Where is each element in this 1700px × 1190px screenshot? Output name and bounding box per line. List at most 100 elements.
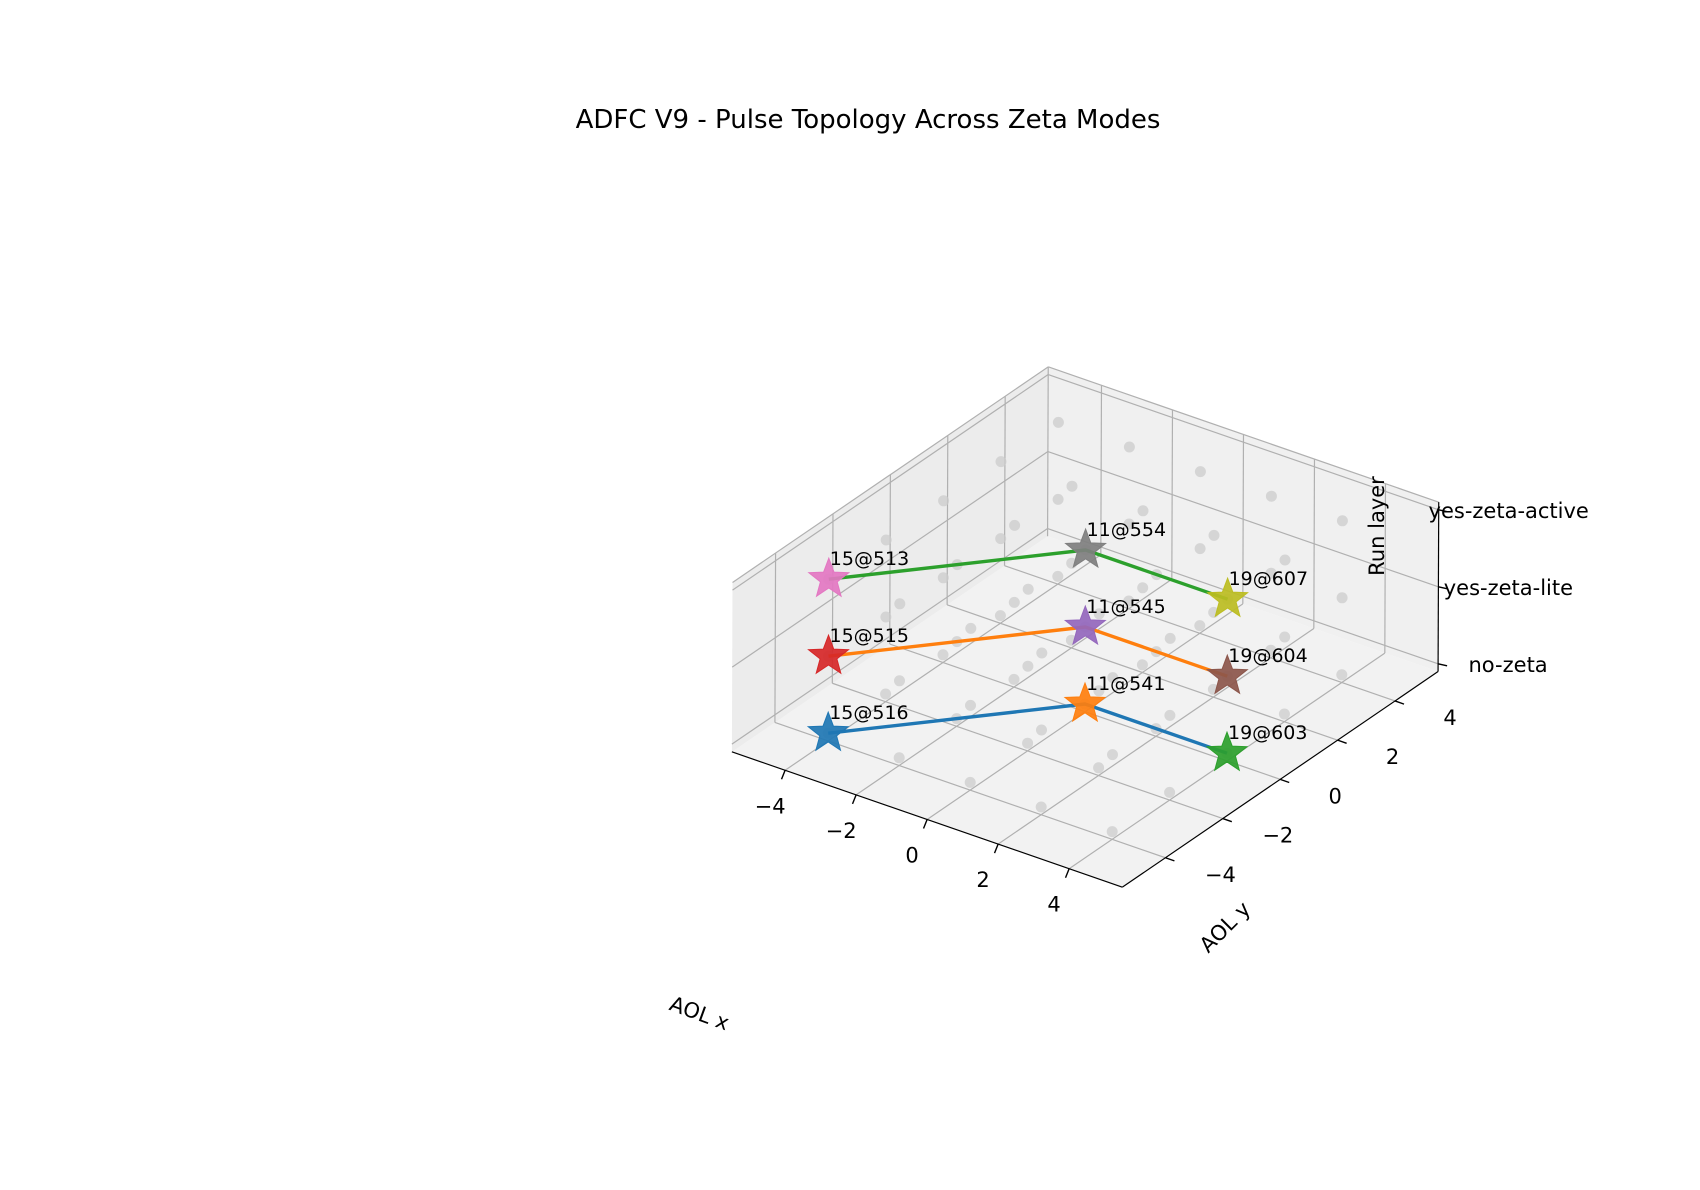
pane-edge (1048, 366, 1439, 503)
background-point (1123, 441, 1135, 453)
background-point (1022, 583, 1034, 595)
background-point (1336, 592, 1348, 604)
grid-line-back-z (1047, 450, 1439, 588)
background-point (1093, 608, 1105, 620)
z-tick (1438, 509, 1448, 513)
y-tick (1394, 700, 1405, 705)
point-label: 15@515 (830, 625, 909, 647)
point-label: 11@554 (1087, 519, 1166, 541)
star-marker (1063, 681, 1107, 723)
grid-line-floor-y (774, 721, 1166, 859)
star-marker (807, 556, 851, 598)
background-point (1265, 567, 1277, 579)
background-point (880, 688, 892, 700)
x-tick (1064, 868, 1070, 878)
background-point (1208, 529, 1220, 541)
z-tick (1438, 586, 1448, 590)
background-point (1336, 515, 1348, 527)
x-axis-label: AOL x (666, 992, 732, 1036)
z-axis-label: Run layer (1365, 476, 1389, 576)
background-point (1052, 416, 1064, 428)
y-tick (1337, 739, 1347, 744)
background-point (965, 622, 977, 634)
x-tick (780, 770, 786, 780)
background-point (1137, 505, 1149, 517)
background-point (994, 610, 1006, 622)
grid-line-left-z (731, 451, 1049, 668)
background-point (1036, 724, 1047, 736)
z-tick-label: yes-zeta-lite (1444, 576, 1573, 600)
x-tick-label: −4 (755, 794, 786, 818)
background-point (1036, 647, 1048, 659)
ticks: −4 −2 0 2 4 −4 −2 0 2 4 no-zeta yes-zeta-lite yes-ze… (755, 499, 1589, 917)
z-tick-label: yes-zeta-active (1429, 499, 1589, 523)
y-tick-label: −2 (1262, 824, 1293, 848)
point-labels: 15@516 11@541 19@603 15@515 11@545 19@604 15@5… (829, 519, 1308, 744)
background-point (937, 572, 949, 584)
background-point (1164, 632, 1176, 644)
point-label: 15@516 (829, 702, 908, 724)
background-point (1279, 631, 1291, 643)
background-point (1194, 543, 1206, 555)
point-label: 19@603 (1228, 722, 1307, 744)
y-tick (1165, 857, 1175, 862)
background-point (893, 752, 905, 764)
background-point (1022, 737, 1034, 749)
background-point (1009, 519, 1021, 531)
x-tick (922, 819, 928, 829)
background-point (937, 649, 949, 661)
y-tick-label: 0 (1329, 784, 1342, 808)
background-point (1107, 749, 1118, 761)
background-point (1052, 570, 1064, 582)
star-marker (1205, 730, 1249, 772)
background-point (1194, 466, 1206, 478)
background-point (880, 611, 892, 623)
x-tick (851, 794, 857, 805)
pane-edge (732, 366, 1049, 583)
grid-line-floor-y (946, 604, 1338, 741)
star-marker (806, 710, 850, 752)
pane-edge (1046, 366, 1049, 537)
z-tick-label: no-zeta (1469, 653, 1548, 677)
point-label: 19@604 (1228, 645, 1307, 667)
background-point (1164, 786, 1176, 798)
star-marker (1205, 653, 1249, 695)
background-point (1052, 493, 1064, 505)
y-tick-label: −4 (1205, 863, 1236, 887)
background-point (1336, 669, 1348, 681)
y-tick (1222, 817, 1233, 823)
x-tick (993, 843, 999, 854)
background-point (1265, 644, 1277, 656)
grid-line-left-z (732, 374, 1049, 591)
background-point (964, 776, 976, 788)
grid-line-back-z (1048, 373, 1439, 511)
point-label: 11@545 (1086, 596, 1165, 618)
star-marker (1063, 604, 1107, 646)
background-point (894, 675, 905, 687)
background-point (1265, 490, 1277, 502)
background-point (1106, 826, 1118, 838)
background-point (1194, 620, 1206, 632)
x-tick-label: 0 (905, 844, 918, 868)
background-point (1164, 709, 1176, 721)
background-point (880, 534, 892, 546)
background-point (938, 495, 950, 507)
z-tick (1437, 663, 1448, 667)
background-point (1093, 685, 1105, 697)
background-point (1035, 801, 1047, 813)
background-point (1107, 672, 1119, 684)
point-label: 19@607 (1229, 568, 1308, 590)
grid-line-floor-y (832, 682, 1224, 820)
grid-line-floor-y (1004, 565, 1396, 702)
z-axis-line (1437, 502, 1440, 672)
point-label: 11@541 (1086, 673, 1165, 695)
star-markers (806, 527, 1249, 772)
background-point (1022, 660, 1034, 672)
background-point (995, 456, 1007, 468)
x-tick-label: 4 (1047, 893, 1060, 917)
grid-line-left-z (731, 528, 1048, 745)
background-point (995, 533, 1007, 545)
star-marker (807, 633, 850, 675)
background-point (965, 699, 976, 711)
